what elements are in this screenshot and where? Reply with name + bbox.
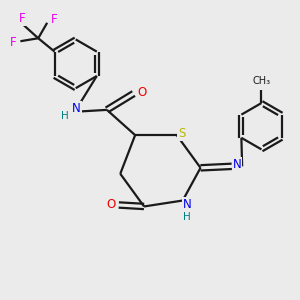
Text: N: N — [183, 198, 191, 211]
Text: O: O — [137, 85, 147, 98]
Text: F: F — [10, 36, 16, 49]
Text: O: O — [107, 199, 116, 212]
Text: F: F — [51, 13, 57, 26]
Text: CH₃: CH₃ — [252, 76, 271, 86]
Text: F: F — [19, 12, 25, 25]
Text: N: N — [233, 158, 242, 171]
Text: N: N — [72, 102, 81, 115]
Text: H: H — [61, 111, 69, 121]
Text: H: H — [183, 212, 191, 222]
Text: S: S — [178, 127, 186, 140]
